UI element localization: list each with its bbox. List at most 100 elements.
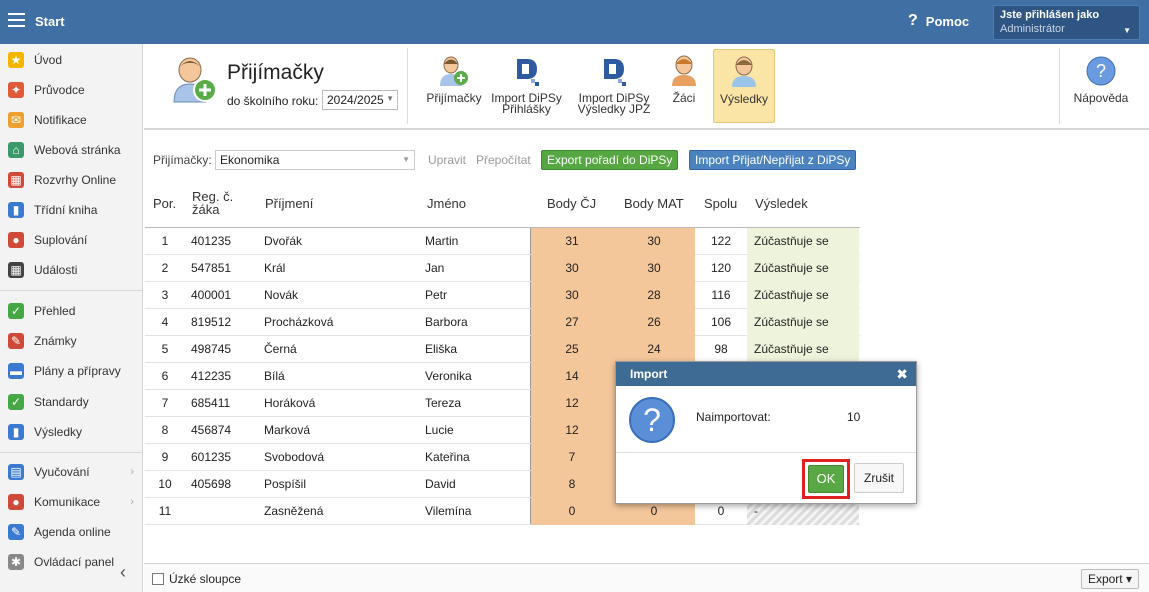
cell-prijmeni: Svobodová: [264, 450, 325, 464]
import-accepted-button[interactable]: Import Přijat/Nepřijat z DiPSy: [689, 150, 857, 170]
col-header-points-mat[interactable]: Body MAT: [624, 196, 684, 211]
user-caption: Jste přihlášen jako: [1000, 9, 1100, 21]
sidebar-item-14[interactable]: ▤ Vyučování ›: [0, 459, 142, 485]
cell-vysledek: Zúčastňuje se: [747, 282, 859, 309]
admissions-select-label: Přijímačky:: [153, 153, 212, 167]
cell-prijmeni: Marková: [264, 423, 311, 437]
table-row[interactable]: 2 547851 Král Jan 30 30 120 Zúčastňuje se: [145, 255, 860, 282]
col-header-points-cj[interactable]: Body ČJ: [547, 196, 597, 211]
sidebar-item-12[interactable]: ✓ Standardy: [0, 389, 142, 415]
user-menu[interactable]: Jste přihlášen jako Administrátor ▼: [993, 5, 1140, 40]
sidebar-item-6[interactable]: ▮ Třídní kniha: [0, 197, 142, 223]
admissions-small-icon: [440, 56, 468, 86]
question-icon: ?: [629, 397, 675, 443]
export-button[interactable]: Export ▾: [1080, 569, 1139, 589]
sidebar-item-17[interactable]: ✱ Ovládací panel: [0, 549, 142, 575]
bar-chart-icon: ▮: [8, 424, 24, 440]
dialog-value: 10: [847, 410, 861, 424]
sidebar-item-15[interactable]: ● Komunikace ›: [0, 489, 142, 515]
cell-prijmeni: Procházková: [264, 315, 334, 329]
sidebar-item-11[interactable]: ▬ Plány a přípravy: [0, 358, 142, 384]
ribbon-results-button[interactable]: Výsledky: [713, 49, 775, 123]
recalculate-link[interactable]: Přepočítat: [476, 153, 531, 167]
admissions-select[interactable]: Ekonomika ▼: [215, 150, 415, 170]
ribbon-help-button[interactable]: ? Nápověda: [1068, 49, 1134, 123]
help-link[interactable]: ? Pomoc: [908, 12, 969, 30]
cell-mat: 28: [613, 282, 695, 309]
cell-por: 11: [158, 504, 172, 518]
col-header-total[interactable]: Spolu: [704, 196, 738, 211]
col-header-firstname[interactable]: Jméno: [427, 196, 467, 211]
ribbon-import-results-button[interactable]: Import DiPSy Výsledky JPZ: [572, 49, 656, 123]
sidebar-item-1[interactable]: ★ Úvod: [0, 47, 142, 73]
sidebar-item-7[interactable]: ● Suplování: [0, 227, 142, 253]
cell-cj: 7: [531, 444, 613, 471]
admissions-icon: [173, 57, 217, 103]
table-row[interactable]: 5 498745 Černá Eliška 25 24 98 Zúčastňuje se: [145, 336, 860, 363]
sidebar-item-4[interactable]: ⌂ Webová stránka: [0, 137, 142, 163]
ribbon-import-applications-button[interactable]: Import DiPSy Přihlášky: [489, 49, 564, 123]
sidebar-item-10[interactable]: ✎ Známky: [0, 328, 142, 354]
cancel-button[interactable]: Zrušit: [854, 463, 904, 493]
export-order-button[interactable]: Export pořadí do DiPSy: [541, 150, 679, 170]
sidebar-divider: [0, 452, 142, 453]
cell-spolu: 0: [717, 504, 725, 518]
col-header-surname[interactable]: Příjmení: [265, 196, 314, 211]
table-row[interactable]: 4 819512 Procházková Barbora 27 26 106 Zúčastňu…: [145, 309, 860, 336]
narrow-columns-checkbox[interactable]: [152, 573, 164, 585]
user-name: Administrátor: [1000, 23, 1065, 35]
grade-icon: ✎: [8, 333, 24, 349]
ribbon-button-label: Přihlášky: [502, 102, 551, 116]
filter-toolbar: Přijímačky: Ekonomika ▼ Upravit Přepočíta…: [144, 130, 1149, 188]
cell-jmeno: Martin: [425, 234, 459, 248]
ribbon-button-label: Žáci: [672, 91, 696, 105]
ribbon-button-label: Přijímačky: [426, 91, 482, 105]
cell-por: 10: [158, 477, 172, 491]
sidebar-item-13[interactable]: ▮ Výsledky: [0, 419, 142, 445]
sidebar-item-8[interactable]: ▦ Události: [0, 257, 142, 283]
results-person-icon: [732, 56, 756, 87]
cell-por: 7: [161, 396, 169, 410]
table-row[interactable]: 3 400001 Novák Petr 30 28 116 Zúčastňuje se: [145, 282, 860, 309]
cell-jmeno: David: [425, 477, 456, 491]
close-icon[interactable]: ✖: [896, 366, 908, 382]
check-circle-icon: ✓: [8, 303, 24, 319]
table-row[interactable]: 1 401235 Dvořák Martin 31 30 122 Zúčastňuje se: [145, 228, 860, 255]
menu-icon[interactable]: [8, 13, 25, 27]
col-header-result[interactable]: Výsledek: [755, 196, 808, 211]
dialog-divider: [616, 452, 916, 453]
sidebar-item-16[interactable]: ✎ Agenda online: [0, 519, 142, 545]
sidebar-item-3[interactable]: ✉ Notifikace: [0, 107, 142, 133]
chevron-right-icon: ›: [130, 496, 134, 508]
cell-spolu: 106: [710, 315, 732, 329]
cell-cj: 30: [531, 282, 613, 309]
sidebar-item-label: Známky: [34, 334, 77, 348]
top-bar: Start ? Pomoc Jste přihlášen jako Admini…: [0, 0, 1149, 44]
sidebar-divider: [0, 290, 142, 291]
ribbon-students-button[interactable]: Žáci: [664, 49, 704, 123]
sidebar-item-5[interactable]: ▦ Rozvrhy Online: [0, 167, 142, 193]
cell-cj: 30: [531, 255, 613, 282]
help-label: Pomoc: [925, 13, 970, 29]
edit-link[interactable]: Upravit: [428, 153, 467, 167]
sidebar-item-9[interactable]: ✓ Přehled: [0, 298, 142, 324]
sidebar-item-label: Události: [34, 263, 78, 277]
cell-por: 1: [161, 234, 169, 248]
calendar-icon: ▦: [8, 262, 24, 278]
cell-spolu: 116: [711, 288, 731, 302]
cell-cj: 14: [531, 363, 613, 390]
col-header-reg[interactable]: Reg. č. žáka: [192, 190, 233, 216]
start-link[interactable]: Start: [35, 14, 65, 29]
cell-reg: 405698: [191, 477, 232, 491]
col-header-order[interactable]: Por.: [153, 196, 177, 211]
ok-button[interactable]: OK: [808, 465, 844, 493]
ribbon-admissions-button[interactable]: Přijímačky: [419, 49, 489, 123]
collapse-sidebar-icon[interactable]: ‹: [120, 562, 126, 582]
year-select[interactable]: 2024/2025 ▼: [322, 90, 398, 110]
sidebar-item-2[interactable]: ✦ Průvodce: [0, 77, 142, 103]
dialog-label: Naimportovat:: [696, 410, 771, 424]
sidebar-item-label: Suplování: [34, 233, 88, 247]
year-value: 2024/2025: [327, 93, 384, 107]
cell-reg: 601235: [191, 450, 232, 464]
student-icon: [672, 55, 696, 86]
